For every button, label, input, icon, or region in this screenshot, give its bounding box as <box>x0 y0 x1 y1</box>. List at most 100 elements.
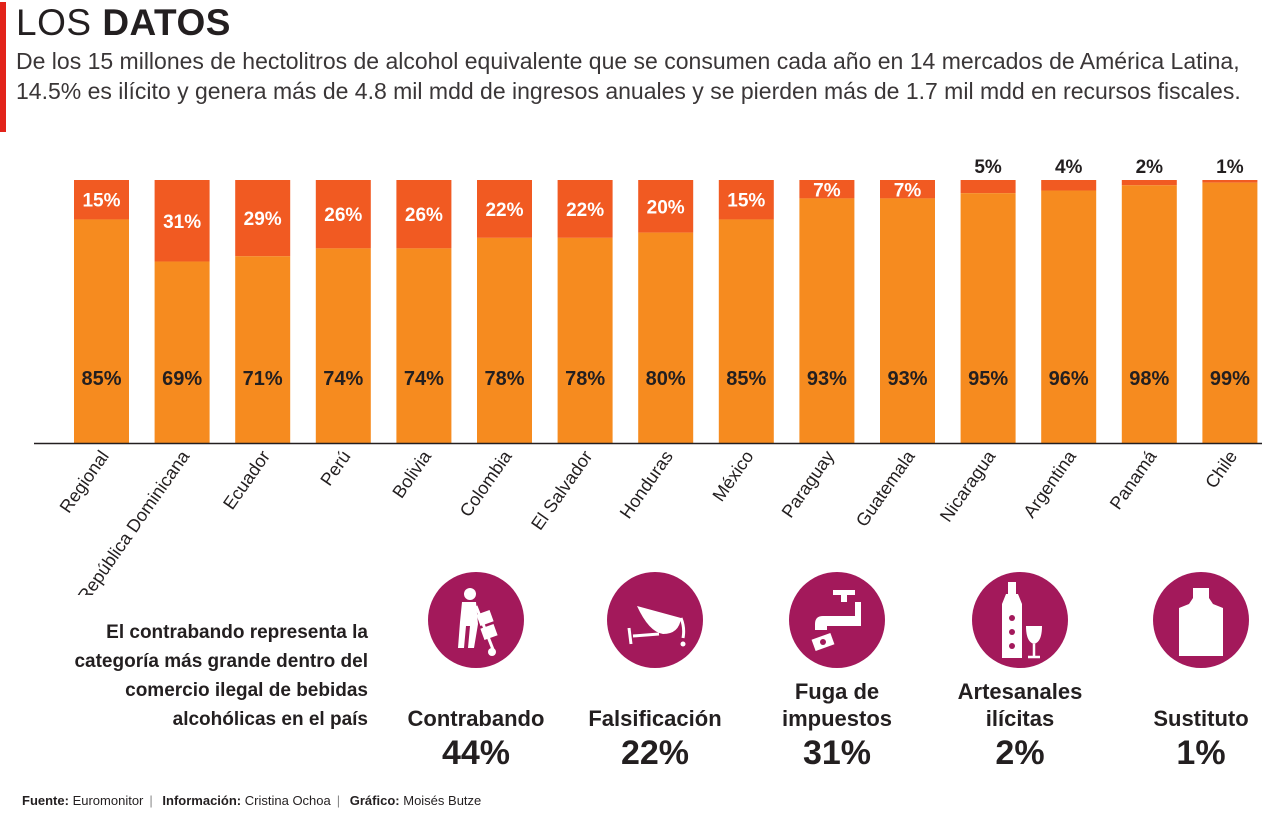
bar-legal-12 <box>1041 190 1097 443</box>
label-illicit-6: 22% <box>566 200 604 221</box>
bar-legal-6 <box>557 237 613 443</box>
category-contrabando: Contrabando 44% <box>381 572 571 772</box>
label-illicit-7: 20% <box>647 197 685 218</box>
x-tick-label-3: Perú <box>316 447 354 490</box>
bar-illicit-11 <box>960 180 1016 194</box>
graphic-value: Moisés Butze <box>403 793 482 808</box>
source-value: Euromonitor <box>72 793 144 808</box>
page-title: LOS DATOS <box>16 2 231 44</box>
bar-legal-9 <box>799 198 855 443</box>
label-illicit-11: 5% <box>974 157 1002 178</box>
label-legal-12: 96% <box>1049 368 1089 390</box>
smuggler-hand-truck-icon <box>428 572 524 668</box>
x-tick-label-6: El Salvador <box>527 447 596 534</box>
bar-legal-4 <box>396 248 452 443</box>
bar-legal-8 <box>718 219 774 443</box>
label-illicit-14: 1% <box>1216 157 1244 178</box>
category-value: 22% <box>620 734 690 772</box>
category-label: Artesanales ilícitas <box>957 679 1083 731</box>
label-illicit-0: 15% <box>82 191 120 212</box>
category-value: 44% <box>441 734 511 772</box>
label-illicit-9: 7% <box>813 180 841 201</box>
note-text: El contrabando representa la categoría m… <box>74 622 368 730</box>
label-legal-1: 69% <box>162 368 202 390</box>
title-bold: DATOS <box>102 2 231 43</box>
category-label: Sustituto <box>1153 706 1249 731</box>
subtitle: De los 15 millones de hectolitros de alc… <box>16 48 1241 104</box>
bar-legal-1 <box>154 261 210 443</box>
label-illicit-8: 15% <box>727 191 765 212</box>
category-value: 2% <box>995 734 1045 772</box>
label-legal-2: 71% <box>243 368 283 390</box>
info-label: Información: <box>162 793 242 808</box>
label-legal-13: 98% <box>1129 368 1169 390</box>
label-illicit-3: 26% <box>324 205 362 226</box>
bar-legal-10 <box>880 198 935 443</box>
bar-legal-5 <box>477 237 532 443</box>
x-tick-label-4: Bolivia <box>388 446 435 502</box>
x-tick-label-13: Panamá <box>1106 446 1161 513</box>
category-sustituto: Sustituto 1% <box>1106 572 1288 772</box>
bar-illicit-8 <box>718 180 774 220</box>
label-legal-9: 93% <box>807 368 847 390</box>
x-tick-label-11: Nicaragua <box>936 446 1000 525</box>
label-illicit-2: 29% <box>244 209 282 230</box>
bottle-icon <box>1153 572 1249 668</box>
bar-legal-7 <box>638 232 694 443</box>
faucet-money-leak-icon <box>789 572 885 668</box>
bar-legal-14 <box>1202 182 1258 443</box>
bar-illicit-6 <box>557 180 613 238</box>
category-label: Fuga de impuestos <box>781 679 893 731</box>
label-legal-8: 85% <box>726 368 766 390</box>
x-tick-label-7: Honduras <box>616 447 677 522</box>
bar-illicit-2 <box>235 180 291 257</box>
title-light: LOS <box>16 2 92 43</box>
x-tick-label-5: Colombia <box>456 446 517 521</box>
bar-legal-13 <box>1121 185 1177 443</box>
label-legal-14: 99% <box>1210 368 1250 390</box>
x-tick-label-0: Regional <box>56 447 113 517</box>
category-fuga-impuestos: Fuga de impuestos 31% <box>742 572 932 772</box>
artisanal-bottle-glass-icon <box>972 572 1068 668</box>
label-legal-5: 78% <box>484 368 524 390</box>
source-label: Fuente: <box>22 793 69 808</box>
bar-illicit-3 <box>315 180 371 249</box>
info-value: Cristina Ochoa <box>244 793 331 808</box>
label-legal-10: 93% <box>887 368 927 390</box>
label-illicit-13: 2% <box>1136 157 1164 178</box>
graphic-label: Gráfico: <box>349 793 400 808</box>
category-artesanales: Artesanales ilícitas 2% <box>925 572 1115 772</box>
bar-illicit-5 <box>477 180 532 238</box>
label-illicit-4: 26% <box>405 205 443 226</box>
bar-legal-2 <box>235 256 291 443</box>
bar-illicit-13 <box>1121 180 1177 186</box>
bar-legal-0 <box>74 219 129 443</box>
bar-illicit-4 <box>396 180 452 249</box>
category-label: Contrabando <box>407 706 545 731</box>
footer-credits: Fuente: Euromonitor | Información: Cristi… <box>22 793 482 808</box>
label-illicit-5: 22% <box>485 200 523 221</box>
bar-illicit-0 <box>74 180 129 220</box>
category-value: 31% <box>802 734 872 772</box>
label-illicit-1: 31% <box>163 212 201 233</box>
bar-legal-11 <box>960 193 1016 443</box>
label-legal-0: 85% <box>81 368 121 390</box>
label-legal-4: 74% <box>404 368 444 390</box>
bar-legal-3 <box>315 248 371 443</box>
label-illicit-10: 7% <box>894 180 922 201</box>
spilled-wine-glass-icon <box>607 572 703 668</box>
category-label: Falsificación <box>588 706 722 731</box>
accent-bar <box>0 2 6 132</box>
x-tick-label-8: México <box>708 447 757 505</box>
category-falsificacion: Falsificación 22% <box>560 572 750 772</box>
x-tick-label-9: Paraguay <box>778 447 839 522</box>
bar-illicit-10 <box>880 180 935 199</box>
bar-illicit-7 <box>638 180 694 233</box>
label-legal-6: 78% <box>565 368 605 390</box>
label-legal-3: 74% <box>323 368 363 390</box>
bar-illicit-14 <box>1202 180 1258 183</box>
label-illicit-12: 4% <box>1055 157 1083 178</box>
bar-illicit-1 <box>154 180 210 262</box>
label-legal-7: 80% <box>646 368 686 390</box>
